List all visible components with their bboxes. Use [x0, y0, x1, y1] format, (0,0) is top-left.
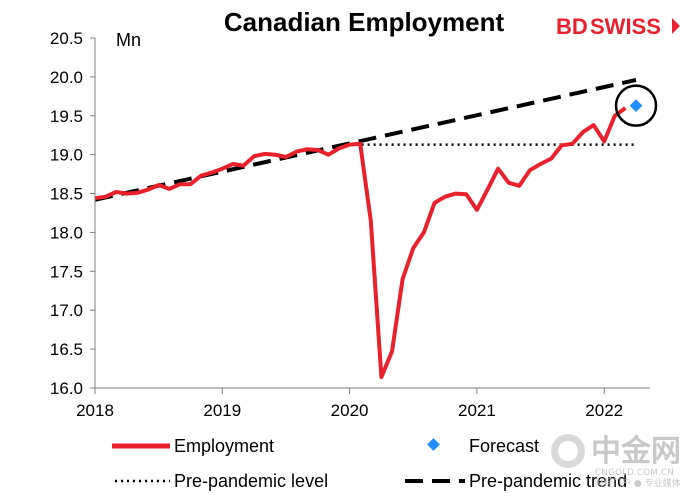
- x-tick-label: 2020: [331, 401, 369, 420]
- x-tick-label: 2018: [76, 401, 114, 420]
- series-pre-pandemic-trend-line: [94, 78, 637, 202]
- y-tick-label: 16.0: [50, 379, 83, 398]
- series-forecast-point: [629, 99, 643, 113]
- legend-trend-label: Pre-pandemic trend: [469, 471, 627, 491]
- watermark-cn-text: 中金网: [591, 434, 681, 469]
- logo-swiss: SWISS: [590, 14, 661, 39]
- y-tick-label: 18.5: [50, 185, 83, 204]
- x-axis: 2018 2019 2020 2021 2022: [76, 387, 650, 420]
- logo-bd: BD: [556, 14, 588, 39]
- chart-title: Canadian Employment: [224, 7, 505, 37]
- y-tick-label: 20.5: [50, 29, 83, 48]
- cngold-watermark: 中金网 CNGOLD.COM.CN 财经门户 ● 专业媒体: [551, 434, 681, 489]
- y-tick-label: 16.5: [50, 340, 83, 359]
- y-tick-label: 19.5: [50, 107, 83, 126]
- bdswiss-logo: BD SWISS: [556, 14, 680, 39]
- x-tick-label: 2019: [203, 401, 241, 420]
- watermark-tag: 财经门户 ● 专业媒体: [595, 477, 681, 489]
- y-tick-label: 17.5: [50, 262, 83, 281]
- legend: Employment Forecast Pre-pandemic level P…: [112, 436, 627, 491]
- x-tick-label: 2022: [585, 401, 623, 420]
- y-tick-label: 20.0: [50, 68, 83, 87]
- legend-employment-label: Employment: [174, 436, 274, 456]
- series-employment-line: [94, 106, 627, 380]
- legend-level-label: Pre-pandemic level: [174, 471, 328, 491]
- legend-forecast-label: Forecast: [469, 436, 539, 456]
- y-tick-label: 17.0: [50, 301, 83, 320]
- watermark-coin-inner-icon: [558, 441, 578, 461]
- y-axis: 16.0 16.5 17.0 17.5 18.0 18.5 19.0 19.5 20.0 20.5: [50, 29, 96, 398]
- y-axis-unit: Mn: [116, 30, 141, 50]
- forecast-highlight-circle: [614, 84, 658, 127]
- logo-arrow-icon: [672, 18, 680, 34]
- x-tick-label: 2021: [458, 401, 496, 420]
- y-tick-label: 19.0: [50, 146, 83, 165]
- plot-area: [94, 78, 658, 380]
- legend-forecast-swatch: [427, 438, 440, 451]
- watermark-domain: CNGOLD.COM.CN: [595, 468, 674, 478]
- y-tick-label: 18.0: [50, 223, 83, 242]
